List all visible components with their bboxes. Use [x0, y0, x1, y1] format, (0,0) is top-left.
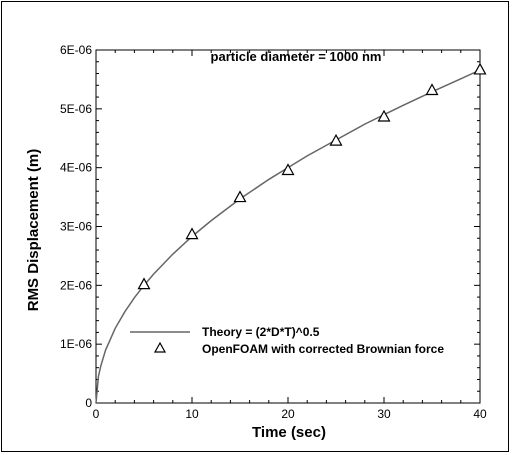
y-tick-label: 2E-06 — [60, 278, 92, 292]
openfoam-point — [473, 62, 487, 75]
legend: Theory = (2*D*T)^0.5 OpenFOAM with corre… — [130, 325, 444, 356]
openfoam-point — [185, 227, 199, 240]
y-tick-label: 5E-06 — [60, 102, 92, 116]
x-tick-label: 0 — [93, 407, 100, 421]
openfoam-point — [425, 83, 439, 96]
y-tick-label: 6E-06 — [60, 43, 92, 57]
y-ticks: 0 1E-06 2E-06 3E-06 4E-06 5E-06 6E-06 — [60, 43, 480, 410]
legend-marker-triangle — [153, 341, 167, 353]
x-axis-title: Time (sec) — [252, 424, 326, 441]
x-tick-label: 30 — [377, 407, 391, 421]
x-tick-label: 10 — [185, 407, 199, 421]
y-tick-label: 4E-06 — [60, 161, 92, 175]
y-tick-label: 1E-06 — [60, 337, 92, 351]
plot-area — [95, 62, 487, 404]
x-ticks: 0 10 20 30 40 — [93, 50, 487, 421]
x-tick-label: 20 — [281, 407, 295, 421]
openfoam-point — [281, 163, 295, 176]
legend-label-theory: Theory = (2*D*T)^0.5 — [202, 325, 320, 339]
y-axis-title: RMS Displacement (m) — [25, 149, 42, 312]
openfoam-point — [329, 133, 343, 146]
theory-curve — [95, 69, 481, 404]
chart-annotation: particle diameter = 1000 nm — [211, 49, 382, 64]
legend-label-openfoam: OpenFOAM with corrected Brownian force — [202, 342, 444, 356]
y-tick-label: 0 — [85, 396, 92, 410]
x-tick-label: 40 — [473, 407, 487, 421]
openfoam-point — [137, 277, 151, 290]
openfoam-point — [377, 109, 391, 122]
y-tick-label: 3E-06 — [60, 220, 92, 234]
openfoam-point — [233, 190, 247, 203]
